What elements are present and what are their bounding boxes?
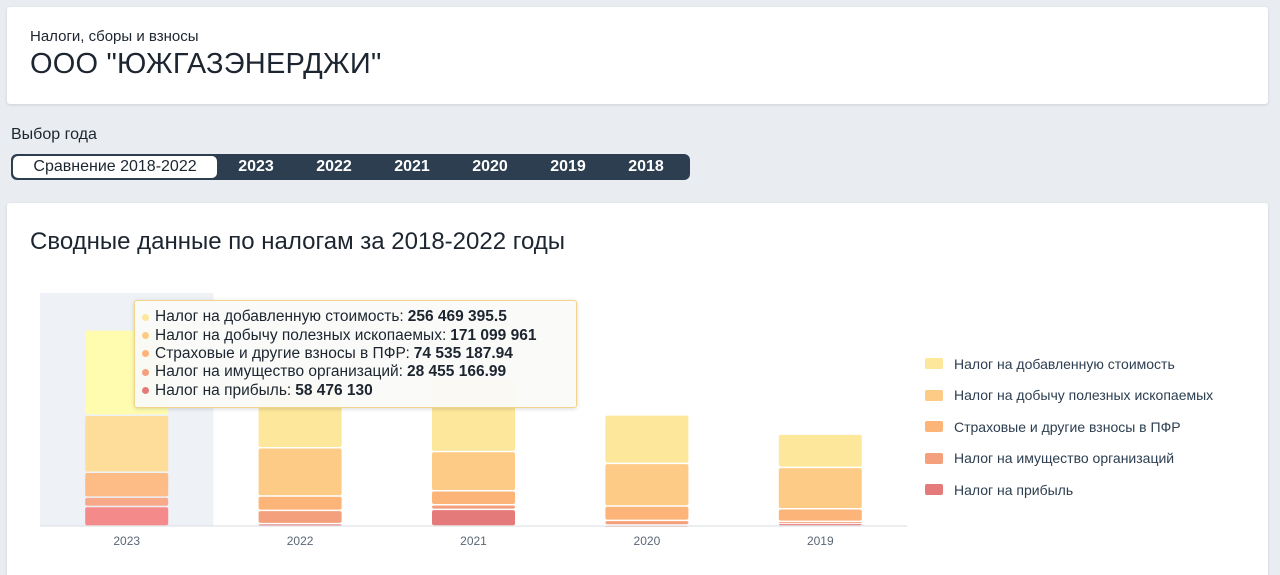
chart-title: Сводные данные по налогам за 2018-2022 г… (30, 228, 566, 255)
header-card: Налоги, сборы и взносы ООО "ЮЖГАЗЭНЕРДЖИ… (7, 7, 1268, 104)
legend-label-pfr: Страховые и другие взносы в ПФР (954, 418, 1181, 435)
bar-segment[interactable] (85, 473, 169, 497)
tooltip-dot-ndpi (142, 332, 149, 340)
bar-segment[interactable] (778, 468, 862, 508)
legend-item-pfr[interactable]: Страховые и другие взносы в ПФР (925, 411, 1213, 443)
bar-segment[interactable] (85, 507, 169, 526)
legend-item-property[interactable]: Налог на имущество организаций (925, 443, 1213, 475)
page-subtitle: Налоги, сборы и взносы (30, 28, 199, 45)
bar-segment[interactable] (778, 509, 862, 521)
chart-tooltip: Налог на добавленную стоимость: 256 469 … (134, 300, 577, 408)
legend-item-ndpi[interactable]: Налог на добычу полезных ископаемых (925, 380, 1213, 412)
bar-segment[interactable] (258, 524, 342, 526)
x-tick-label: 2020 (634, 534, 661, 548)
company-title: ООО "ЮЖГАЗЭНЕРДЖИ" (30, 48, 382, 80)
year-option-comparison[interactable]: Сравнение 2018-2022 (13, 156, 217, 178)
bar-segment[interactable] (432, 510, 515, 526)
bar-segment[interactable] (605, 506, 689, 520)
legend-label-ndpi: Налог на добычу полезных ископаемых (954, 387, 1214, 404)
tooltip-dot-nds (142, 313, 149, 321)
bar-segment[interactable] (605, 415, 689, 463)
chart-legend: Налог на добавленную стоимость Налог на … (925, 348, 1213, 506)
year-selector-label: Выбор года (11, 126, 97, 143)
bar-segment[interactable] (778, 522, 862, 524)
bar-segment[interactable] (605, 521, 689, 525)
legend-swatch-property (925, 452, 943, 464)
tooltip-value: 58 476 130 (295, 381, 373, 399)
tooltip-label: Налог на имущество организаций: (155, 363, 403, 381)
tooltip-row-property: Налог на имущество организаций: 28 455 1… (142, 363, 576, 381)
year-option-2020[interactable]: 2020 (472, 158, 508, 175)
tooltip-label: Налог на добавленную стоимость: (155, 308, 404, 326)
year-option-2023[interactable]: 2023 (238, 158, 274, 175)
legend-item-profit[interactable]: Налог на прибыль (925, 474, 1213, 506)
tooltip-label: Страховые и другие взносы в ПФР: (155, 344, 410, 362)
tooltip-row-pfr: Страховые и другие взносы в ПФР: 74 535 … (142, 345, 576, 363)
legend-swatch-ndpi (925, 389, 943, 401)
x-tick-label: 2022 (287, 534, 314, 548)
year-option-2018[interactable]: 2018 (628, 158, 664, 175)
bar-segment[interactable] (85, 497, 169, 506)
tooltip-row-nds: Налог на добавленную стоимость: 256 469 … (142, 308, 576, 326)
tooltip-row-ndpi: Налог на добычу полезных ископаемых: 171… (142, 326, 576, 344)
bar-segment[interactable] (432, 505, 515, 509)
tooltip-value: 74 535 187.94 (413, 344, 513, 362)
tooltip-label: Налог на прибыль: (155, 381, 292, 399)
legend-swatch-nds (925, 358, 943, 370)
x-tick-label: 2023 (113, 534, 140, 548)
legend-swatch-pfr (925, 421, 943, 433)
tooltip-dot-profit (142, 387, 149, 395)
bar-segment[interactable] (258, 511, 342, 523)
tooltip-value: 256 469 395.5 (407, 308, 507, 326)
x-tick-label: 2019 (807, 534, 834, 548)
bar-segment[interactable] (258, 448, 342, 496)
tooltip-label: Налог на добычу полезных ископаемых: (155, 326, 447, 344)
legend-item-nds[interactable]: Налог на добавленную стоимость (925, 348, 1213, 380)
tooltip-value: 171 099 961 (450, 326, 537, 344)
tooltip-row-profit: Налог на прибыль: 58 476 130 (142, 382, 576, 400)
year-selector: Сравнение 2018-2022 2023 2022 2021 2020 … (11, 154, 690, 180)
bar-segment[interactable] (258, 496, 342, 510)
bar-segment[interactable] (85, 416, 169, 472)
legend-label-property: Налог на имущество организаций (954, 450, 1175, 467)
chart-card: Сводные данные по налогам за 2018-2022 г… (7, 203, 1268, 575)
year-option-2019[interactable]: 2019 (550, 158, 586, 175)
legend-label-profit: Налог на прибыль (954, 481, 1074, 498)
tooltip-value: 28 455 166.99 (407, 363, 507, 381)
bar-segment[interactable] (432, 452, 515, 490)
bar-segment[interactable] (432, 491, 515, 504)
x-tick-label: 2021 (460, 534, 487, 548)
tooltip-dot-pfr (142, 350, 149, 358)
bar-segment[interactable] (778, 434, 862, 467)
year-option-2021[interactable]: 2021 (394, 158, 430, 175)
tooltip-dot-property (142, 368, 149, 376)
bar-segment[interactable] (605, 464, 689, 506)
year-option-2022[interactable]: 2022 (316, 158, 352, 175)
bar-segment[interactable] (778, 524, 862, 526)
legend-swatch-profit (925, 484, 943, 496)
legend-label-nds: Налог на добавленную стоимость (954, 355, 1175, 372)
